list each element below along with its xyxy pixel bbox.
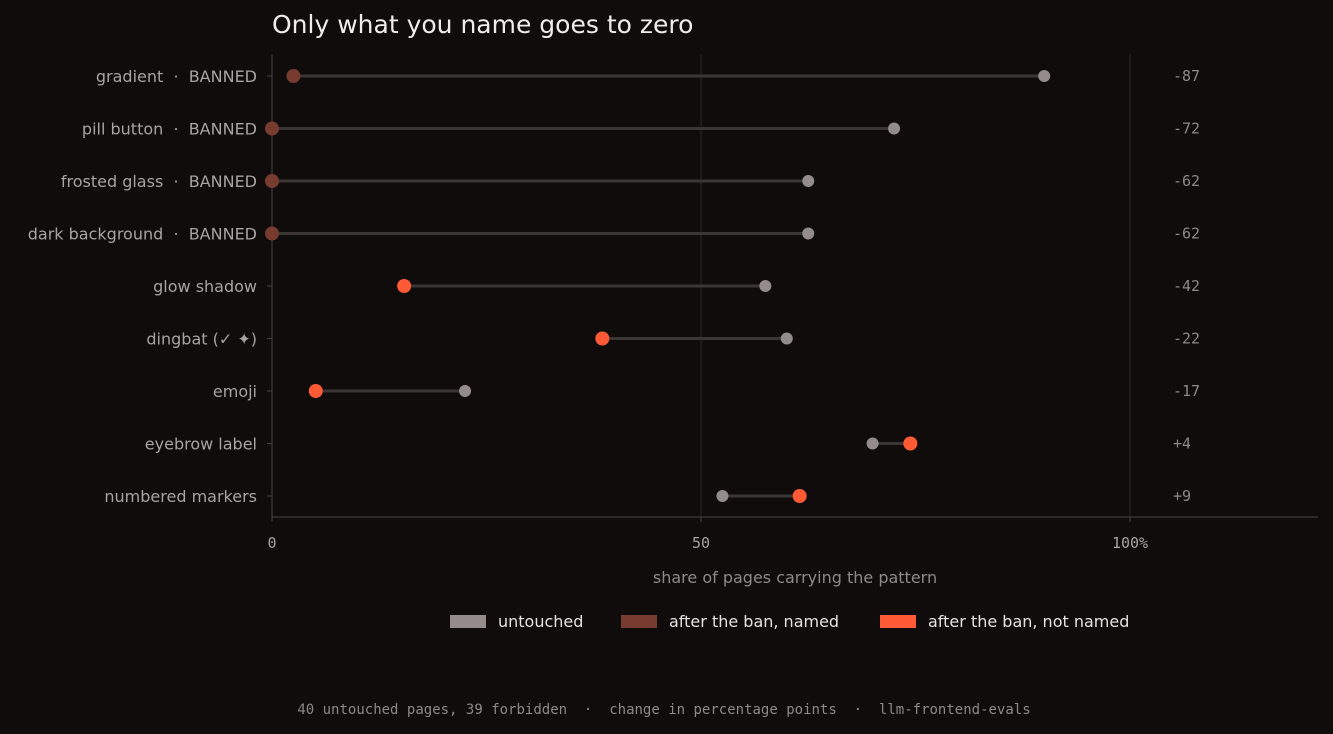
x-tick-label: 0 (267, 534, 276, 552)
delta-label: +9 (1173, 487, 1191, 505)
category-label: numbered markers (104, 487, 257, 506)
dumbbell-row: glow shadow -42 (153, 277, 1200, 296)
after-not-named-dot (792, 489, 807, 503)
delta-label: -42 (1173, 277, 1200, 295)
after-named-dot (265, 226, 279, 241)
legend-label-untouched: untouched (498, 612, 583, 631)
untouched-dot (459, 385, 472, 397)
untouched-dot (802, 175, 815, 187)
category-label: gradient · BANNED (96, 67, 257, 86)
legend-swatch-untouched (450, 615, 486, 628)
after-named-dot (286, 69, 301, 83)
chart-title: Only what you name goes to zero (272, 10, 693, 39)
untouched-dot (780, 332, 793, 345)
dumbbell-row: gradient · BANNED -87 (96, 67, 1200, 86)
after-not-named-dot (903, 436, 918, 451)
untouched-dot (802, 227, 815, 240)
untouched-dot (759, 280, 772, 292)
delta-label: -17 (1173, 382, 1200, 400)
delta-label: -87 (1173, 67, 1200, 85)
legend-label-not-named: after the ban, not named (928, 612, 1129, 631)
legend-swatch-named (621, 615, 657, 628)
category-label: dark background · BANNED (28, 225, 257, 244)
dumbbell-row: emoji -17 (213, 382, 1200, 401)
x-axis-title: share of pages carrying the pattern (653, 568, 937, 587)
chart-footer: 40 untouched pages, 39 forbidden · chang… (297, 702, 1030, 718)
delta-label: -22 (1173, 330, 1200, 348)
untouched-dot (716, 490, 729, 502)
after-not-named-dot (308, 384, 323, 398)
category-label: frosted glass · BANNED (61, 172, 257, 191)
untouched-dot (866, 437, 879, 450)
legend-swatch-not-named (880, 615, 916, 628)
rows-layer: gradient · BANNED -87 pill button · BANNED… (28, 67, 1200, 506)
after-not-named-dot (397, 279, 412, 293)
after-named-dot (265, 121, 279, 136)
category-label: emoji (213, 382, 257, 401)
after-named-dot (265, 174, 279, 188)
legend: untouched after the ban, named after the b… (450, 612, 1129, 631)
x-tick-label: 100% (1112, 534, 1148, 552)
dumbbell-row: eyebrow label +4 (145, 435, 1191, 454)
dumbbell-row: dark background · BANNED -62 (28, 225, 1200, 244)
dumbbell-row: pill button · BANNED -72 (82, 120, 1200, 139)
dumbbell-row: dingbat (✓ ✦) -22 (146, 330, 1200, 349)
delta-label: -72 (1173, 120, 1200, 138)
x-tick-label: 50 (692, 534, 710, 552)
dumbbell-row: frosted glass · BANNED -62 (61, 172, 1200, 191)
untouched-dot (1038, 70, 1051, 82)
legend-label-named: after the ban, named (669, 612, 839, 631)
category-label: dingbat (✓ ✦) (146, 330, 257, 349)
category-label: glow shadow (153, 277, 257, 296)
delta-label: +4 (1173, 435, 1191, 453)
category-label: eyebrow label (145, 435, 257, 454)
untouched-dot (888, 122, 901, 135)
category-label: pill button · BANNED (82, 120, 257, 139)
delta-label: -62 (1173, 172, 1200, 190)
dumbbell-row: numbered markers +9 (104, 487, 1191, 506)
after-not-named-dot (595, 331, 610, 346)
delta-label: -62 (1173, 225, 1200, 243)
